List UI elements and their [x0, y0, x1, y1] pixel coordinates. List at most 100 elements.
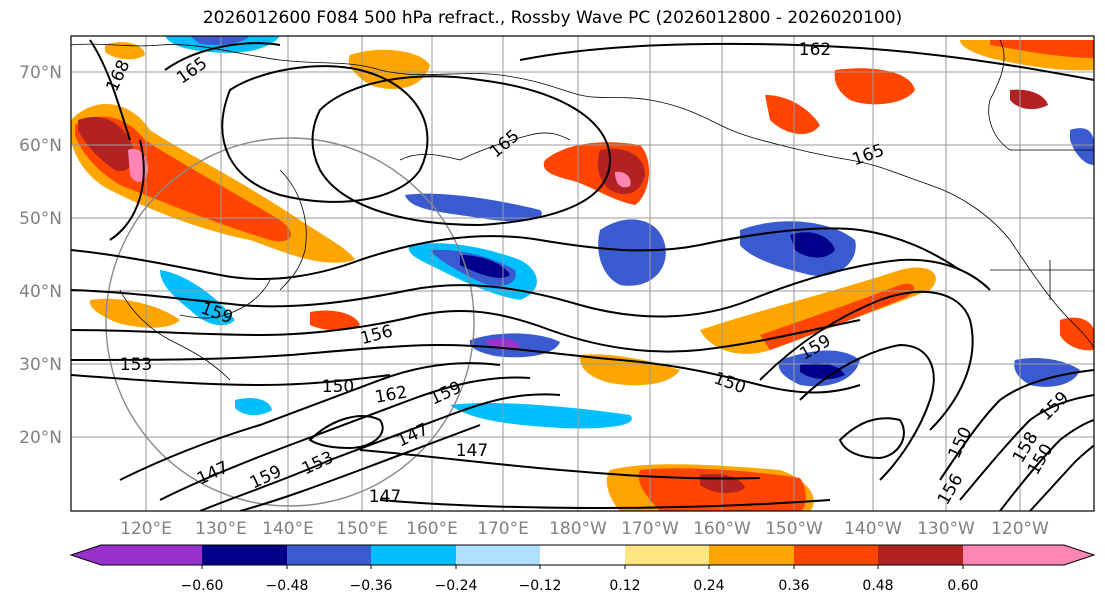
colorbar-swatch — [625, 545, 709, 565]
colorbar-swatch — [878, 545, 963, 565]
positive-anomaly-region — [765, 95, 820, 135]
negative-anomaly-region — [460, 255, 510, 278]
positive-anomaly-region — [615, 171, 631, 188]
negative-anomaly-region — [190, 36, 250, 45]
map-title: 2026012600 F084 500 hPa refract., Rossby… — [202, 8, 903, 28]
negative-anomaly-region — [598, 219, 666, 286]
positive-anomaly-region — [579, 354, 680, 386]
contour-label: 150 — [322, 377, 354, 397]
lon-label: 130°W — [917, 519, 975, 539]
colorbar-tick-label: −0.12 — [519, 578, 562, 594]
negative-anomaly-region — [800, 363, 845, 380]
colorbar-swatch — [963, 545, 1094, 565]
contour-line — [221, 65, 429, 203]
positive-anomaly-region — [348, 49, 430, 89]
lat-label: 50°N — [19, 209, 62, 229]
colorbar-tick-label: 0.60 — [947, 578, 978, 594]
positive-anomaly-region — [78, 116, 135, 171]
lat-label: 40°N — [19, 282, 62, 302]
positive-anomaly-region — [310, 310, 360, 331]
colorbar-outline — [69, 544, 1096, 566]
colorbar-swatch — [709, 545, 794, 565]
contour-line — [999, 419, 1094, 511]
contour-line — [838, 417, 905, 460]
contour-line — [1029, 444, 1094, 511]
lon-label: 140°W — [844, 519, 902, 539]
contour-line — [239, 424, 481, 511]
positive-anomaly-region — [105, 42, 145, 60]
contour-line — [799, 343, 935, 481]
contour-line — [959, 394, 1094, 501]
negative-anomaly-region — [450, 403, 632, 429]
negative-anomaly-region — [405, 193, 542, 222]
contour-line — [71, 258, 991, 318]
colorbar-tick-label: −0.60 — [181, 578, 224, 594]
colorbar-tick-label: −0.48 — [266, 578, 309, 594]
coastlines — [71, 39, 1094, 381]
lon-label: 160°W — [693, 519, 751, 539]
map-border — [70, 35, 1095, 512]
contour-line — [89, 39, 131, 141]
contour-line — [199, 393, 561, 511]
latitude-labels: 70°N 60°N 50°N 40°N 30°N 20°N — [19, 63, 62, 448]
contour-line — [119, 362, 501, 481]
longitude-labels: 120°E 130°E 140°E 150°E 160°E 170°E 180°… — [120, 519, 1049, 539]
contour-line — [109, 139, 145, 241]
contour-line — [379, 499, 831, 510]
contour-line — [308, 415, 384, 450]
height-contours — [71, 39, 1094, 511]
colorbar-ticks: −0.60 −0.48 −0.36 −0.24 −0.12 0.12 0.24 … — [181, 578, 979, 594]
lat-label: 70°N — [19, 63, 62, 83]
colorbar-swatch — [456, 545, 540, 565]
lon-label: 120°W — [991, 519, 1049, 539]
lon-label: 120°E — [120, 519, 172, 539]
colorbar-tick-label: −0.36 — [350, 578, 393, 594]
lon-label: 170°E — [477, 519, 529, 539]
positive-anomaly-region — [89, 298, 180, 328]
lon-label: 150°W — [765, 519, 823, 539]
lon-label: 150°E — [336, 519, 388, 539]
contour-line — [159, 376, 531, 501]
contour-line — [71, 343, 861, 394]
contour-label: 147 — [369, 487, 401, 507]
negative-anomaly-region — [160, 270, 235, 326]
lon-label: 160°E — [406, 519, 458, 539]
reference-circle — [105, 137, 475, 507]
colorbar-swatch — [71, 545, 202, 565]
colorbar-swatch — [371, 545, 456, 565]
colorbar-swatch — [540, 545, 625, 565]
positive-anomaly-region — [834, 68, 915, 105]
contour-line — [939, 369, 1094, 481]
lat-label: 60°N — [19, 136, 62, 156]
negative-anomaly-region — [790, 232, 835, 258]
lon-label: 130°E — [195, 519, 247, 539]
lat-label: 20°N — [19, 428, 62, 448]
colorbar-swatch — [287, 545, 371, 565]
colorbar-tick-label: 0.36 — [778, 578, 809, 594]
contour-line — [311, 75, 612, 227]
contour-line — [359, 449, 761, 480]
positive-anomaly-region — [700, 267, 936, 354]
negative-anomaly-region — [235, 398, 272, 416]
contour-label: 162 — [799, 40, 831, 60]
colorbar-tick-label: 0.12 — [609, 578, 640, 594]
positive-anomaly-region — [1060, 317, 1094, 351]
contour-line — [71, 310, 861, 353]
colorbar-tick-label: 0.48 — [862, 578, 893, 594]
positive-anomaly-region — [990, 40, 1094, 58]
negative-anomaly-region — [1070, 128, 1094, 165]
contour-line — [519, 42, 1094, 81]
contour-line — [164, 42, 281, 71]
colorbar-swatch — [202, 545, 287, 565]
contour-line — [71, 374, 391, 387]
contour-line — [71, 227, 961, 280]
lon-label: 180°W — [549, 519, 607, 539]
contour-label: 153 — [120, 355, 152, 375]
contour-label: 147 — [456, 441, 488, 461]
colorbar — [69, 544, 1096, 569]
colorbar-tick-label: 0.24 — [693, 578, 724, 594]
lat-label: 30°N — [19, 355, 62, 375]
colorbar-swatch — [794, 545, 878, 565]
negative-anomaly-region — [1014, 358, 1080, 387]
